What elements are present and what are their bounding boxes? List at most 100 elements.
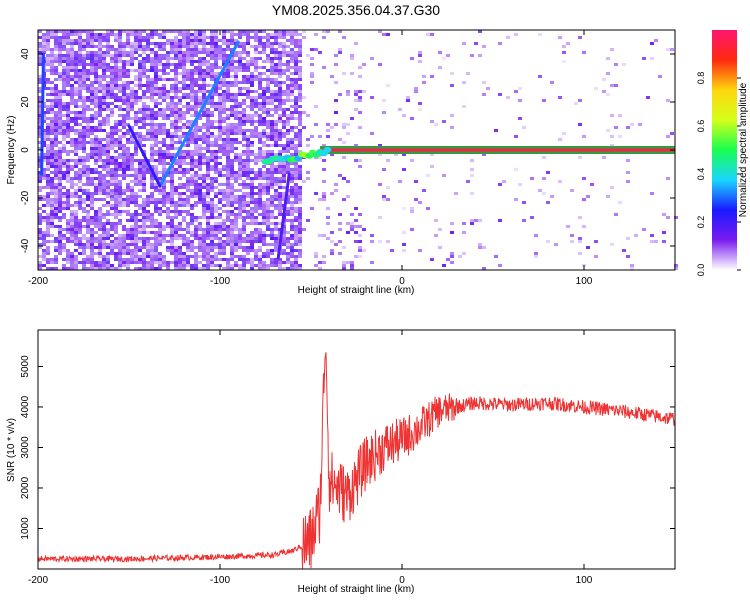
heatmap-cell xyxy=(170,219,174,222)
heatmap-cell xyxy=(210,156,214,159)
heatmap-cell xyxy=(122,258,126,261)
heatmap-cell xyxy=(238,255,242,258)
heatmap-cell xyxy=(322,144,326,147)
heatmap-cell xyxy=(94,36,98,39)
heatmap-cell xyxy=(46,144,50,147)
heatmap-cell xyxy=(82,147,86,150)
heatmap-cell xyxy=(170,153,174,156)
heatmap-cell xyxy=(282,174,286,177)
heatmap-cell xyxy=(270,195,274,198)
heatmap-cell xyxy=(242,132,246,135)
heatmap-cell xyxy=(226,153,230,156)
heatmap-cell xyxy=(182,96,186,99)
heatmap-cell xyxy=(442,57,446,60)
heatmap-cell xyxy=(218,108,222,111)
heatmap-cell xyxy=(106,246,110,249)
heatmap-cell xyxy=(114,180,118,183)
heatmap-cell xyxy=(286,114,290,117)
heatmap-cell xyxy=(114,267,118,270)
heatmap-cell xyxy=(46,195,50,198)
heatmap-cell xyxy=(154,42,158,45)
heatmap-cell xyxy=(46,93,50,96)
heatmap-cell xyxy=(606,57,610,60)
heatmap-cell xyxy=(210,240,214,243)
heatmap-cell xyxy=(214,87,218,90)
heatmap-cell xyxy=(94,39,98,42)
heatmap-cell xyxy=(234,72,238,75)
heatmap-cell xyxy=(62,114,66,117)
heatmap-cell xyxy=(530,177,534,180)
heatmap-cell xyxy=(186,75,190,78)
heatmap-cell xyxy=(278,105,282,108)
heatmap-cell xyxy=(50,72,54,75)
heatmap-cell xyxy=(46,261,50,264)
y-tick-label: 0 xyxy=(20,147,31,153)
heatmap-cell xyxy=(106,39,110,42)
heatmap-cell xyxy=(98,234,102,237)
heatmap-cell xyxy=(114,186,118,189)
heatmap-cell xyxy=(158,159,162,162)
heatmap-cell xyxy=(134,147,138,150)
heatmap-cell xyxy=(38,159,42,162)
heatmap-cell xyxy=(210,225,214,228)
heatmap-cell xyxy=(418,201,422,204)
heatmap-cell xyxy=(178,60,182,63)
heatmap-cell xyxy=(182,54,186,57)
heatmap-cell xyxy=(38,228,42,231)
heatmap-cell xyxy=(170,126,174,129)
heatmap-cell xyxy=(162,48,166,51)
heatmap-cell xyxy=(182,228,186,231)
heatmap-cell xyxy=(118,183,122,186)
heatmap-cell xyxy=(202,72,206,75)
heatmap-cell xyxy=(182,45,186,48)
heatmap-cell xyxy=(38,153,42,156)
heatmap-cell xyxy=(170,132,174,135)
heatmap-cell xyxy=(230,84,234,87)
heatmap-cell xyxy=(246,66,250,69)
heatmap-cell xyxy=(622,249,626,252)
heatmap-cell xyxy=(82,264,86,267)
heatmap-cell xyxy=(138,33,142,36)
heatmap-cell xyxy=(254,153,258,156)
heatmap-cell xyxy=(290,243,294,246)
heatmap-cell xyxy=(342,123,346,126)
heatmap-cell xyxy=(46,54,50,57)
heatmap-cell xyxy=(114,63,118,66)
heatmap-cell xyxy=(86,69,90,72)
heatmap-cell xyxy=(214,162,218,165)
heatmap-cell xyxy=(86,240,90,243)
heatmap-cell xyxy=(106,189,110,192)
heatmap-cell xyxy=(74,111,78,114)
heatmap-cell xyxy=(126,186,130,189)
heatmap-cell xyxy=(82,72,86,75)
heatmap-cell xyxy=(278,153,282,156)
heatmap-cell xyxy=(262,189,266,192)
heatmap-cell xyxy=(102,162,106,165)
heatmap-cell xyxy=(294,219,298,222)
heatmap-cell xyxy=(58,228,62,231)
heatmap-cell xyxy=(46,33,50,36)
heatmap-cell xyxy=(274,261,278,264)
heatmap-cell xyxy=(74,234,78,237)
heatmap-cell xyxy=(202,132,206,135)
heatmap-cell xyxy=(66,201,70,204)
heatmap-cell xyxy=(246,81,250,84)
heatmap-cell xyxy=(178,81,182,84)
heatmap-cell xyxy=(294,87,298,90)
heatmap-cell xyxy=(158,228,162,231)
heatmap-cell xyxy=(114,240,118,243)
heatmap-cell xyxy=(198,261,202,264)
heatmap-cell xyxy=(214,258,218,261)
heatmap-cell xyxy=(166,144,170,147)
heatmap-cell xyxy=(202,60,206,63)
heatmap-cell xyxy=(126,264,130,267)
heatmap-cell xyxy=(194,99,198,102)
heatmap-cell xyxy=(222,126,226,129)
heatmap-cell xyxy=(126,162,130,165)
heatmap-cell xyxy=(198,240,202,243)
heatmap-cell xyxy=(386,240,390,243)
heatmap-cell xyxy=(106,165,110,168)
heatmap-cell xyxy=(138,249,142,252)
heatmap-cell xyxy=(182,183,186,186)
heatmap-cell xyxy=(154,267,158,270)
